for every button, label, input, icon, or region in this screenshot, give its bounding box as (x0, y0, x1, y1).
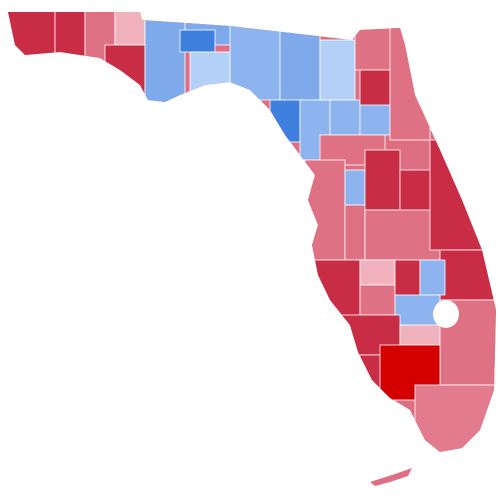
county (429, 139, 496, 251)
county (8, 12, 56, 71)
keys (370, 468, 412, 486)
county (329, 99, 361, 136)
county (419, 259, 446, 296)
county (279, 12, 321, 101)
county (229, 12, 281, 101)
county (359, 284, 396, 316)
county (394, 294, 441, 326)
county (364, 209, 441, 261)
county (364, 149, 401, 211)
county (269, 99, 301, 143)
county (54, 12, 86, 71)
county (389, 19, 431, 141)
county (359, 259, 396, 286)
county (344, 204, 366, 261)
lake (433, 300, 459, 328)
county (414, 384, 496, 452)
county (344, 169, 366, 206)
county (319, 39, 356, 101)
county (189, 51, 231, 93)
county (359, 99, 391, 136)
county (359, 69, 391, 106)
county (114, 12, 146, 46)
county (104, 44, 146, 96)
county (439, 249, 496, 301)
county (144, 12, 186, 111)
county (304, 159, 346, 261)
county (179, 29, 216, 53)
